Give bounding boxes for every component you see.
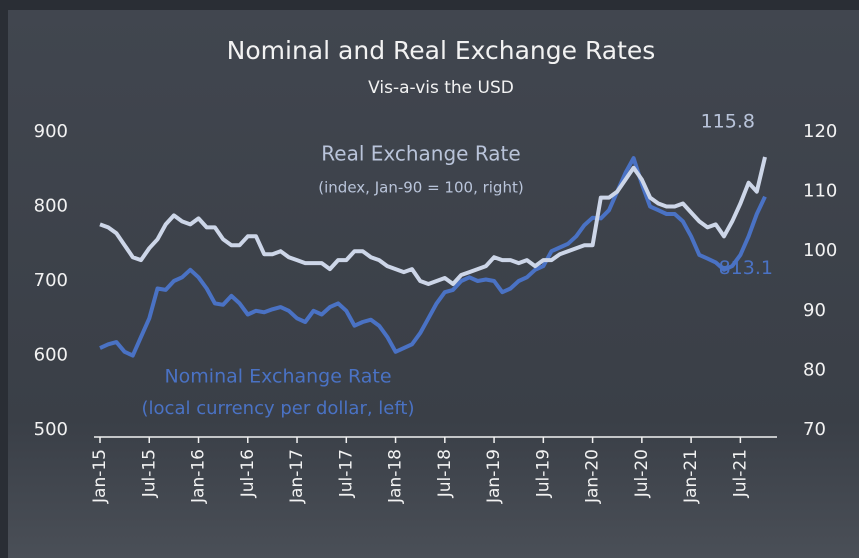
x-tick-label: Jan-18 — [386, 449, 406, 504]
y2-tick-label: 90 — [803, 300, 826, 321]
series-label: Nominal Exchange Rate — [164, 366, 391, 388]
x-tick-label: Jul-16 — [238, 449, 258, 498]
x-tick-label: Jul-15 — [139, 449, 159, 498]
x-tick-label: Jan-21 — [681, 449, 701, 504]
x-tick-label: Jan-16 — [189, 449, 209, 504]
y-tick-label: 800 — [34, 196, 68, 217]
x-tick-label: Jan-15 — [90, 449, 110, 504]
series-label: Real Exchange Rate — [321, 142, 520, 166]
y2-tick-label: 110 — [803, 181, 837, 202]
series-note: (local currency per dollar, left) — [142, 398, 415, 419]
y-tick-label: 900 — [34, 121, 68, 142]
y-tick-label: 600 — [34, 345, 68, 366]
x-tick-label: Jan-20 — [583, 449, 603, 504]
x-tick-label: Jul-20 — [632, 449, 652, 498]
y-tick-label: 500 — [34, 419, 68, 440]
data-label: 115.8 — [701, 111, 755, 133]
y2-tick-label: 70 — [803, 419, 826, 440]
y2-tick-label: 100 — [803, 240, 837, 261]
chart-title: Nominal and Real Exchange Rates — [227, 36, 656, 65]
series-line — [99, 156, 767, 286]
x-tick-label: Jul-17 — [336, 449, 356, 498]
x-tick-label: Jul-19 — [533, 449, 553, 498]
y2-tick-label: 120 — [803, 121, 837, 142]
x-tick-label: Jan-17 — [287, 449, 307, 504]
x-tick-label: Jul-18 — [435, 449, 455, 498]
x-tick-label: Jul-21 — [730, 449, 750, 498]
y-tick-label: 700 — [34, 270, 68, 291]
y2-tick-label: 80 — [803, 359, 826, 380]
chart-subtitle: Vis-a-vis the USD — [368, 78, 514, 98]
data-label: 813.1 — [719, 257, 773, 279]
series-note: (index, Jan-90 = 100, right) — [318, 179, 523, 197]
x-tick-label: Jan-19 — [484, 449, 504, 504]
series-line — [99, 156, 767, 358]
